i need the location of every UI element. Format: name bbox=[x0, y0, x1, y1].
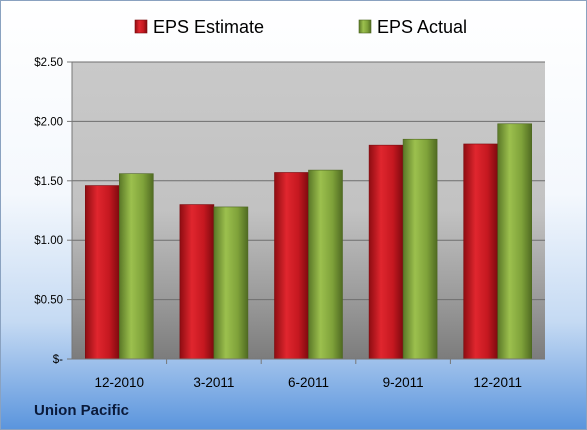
y-tick-label: $1.00 bbox=[34, 235, 63, 247]
y-tick-label: $2.00 bbox=[34, 116, 63, 128]
x-category-label: 3-2011 bbox=[193, 375, 234, 390]
legend-label-eps-actual: EPS Actual bbox=[377, 17, 467, 37]
company-name: Union Pacific bbox=[34, 402, 130, 419]
bar-eps-estimate bbox=[463, 143, 499, 360]
y-tick-label: $- bbox=[53, 354, 63, 366]
y-tick-label: $2.50 bbox=[34, 57, 63, 69]
y-tick-label: $1.50 bbox=[34, 176, 63, 188]
legend-swatch-eps-estimate bbox=[134, 19, 148, 34]
bar-eps-estimate bbox=[368, 144, 404, 360]
x-category-label: 9-2011 bbox=[383, 375, 424, 390]
bar-eps-actual bbox=[497, 123, 533, 360]
x-axis: 12-2010 3-2011 6-2011 9-2011 12-2011 bbox=[72, 358, 545, 390]
x-category-label: 12-2010 bbox=[95, 375, 145, 390]
bar-eps-estimate bbox=[274, 172, 309, 360]
y-tick-label: $0.50 bbox=[34, 295, 63, 307]
legend-swatch-eps-actual bbox=[358, 19, 372, 34]
bar-eps-actual bbox=[402, 138, 438, 360]
bar-eps-actual bbox=[213, 206, 249, 360]
bar-eps-estimate bbox=[85, 185, 120, 360]
legend-label-eps-estimate: EPS Estimate bbox=[153, 17, 264, 37]
y-axis: $- $0.50 $1.00 $1.50 $2.00 $2.50 bbox=[34, 57, 73, 366]
bars bbox=[85, 123, 533, 360]
bar-eps-actual bbox=[119, 173, 154, 360]
legend: EPS Estimate EPS Actual bbox=[134, 17, 467, 37]
x-category-label: 12-2011 bbox=[473, 375, 522, 390]
bar-eps-estimate bbox=[179, 204, 215, 360]
x-category-label: 6-2011 bbox=[288, 375, 329, 390]
bar-eps-actual bbox=[308, 169, 343, 360]
